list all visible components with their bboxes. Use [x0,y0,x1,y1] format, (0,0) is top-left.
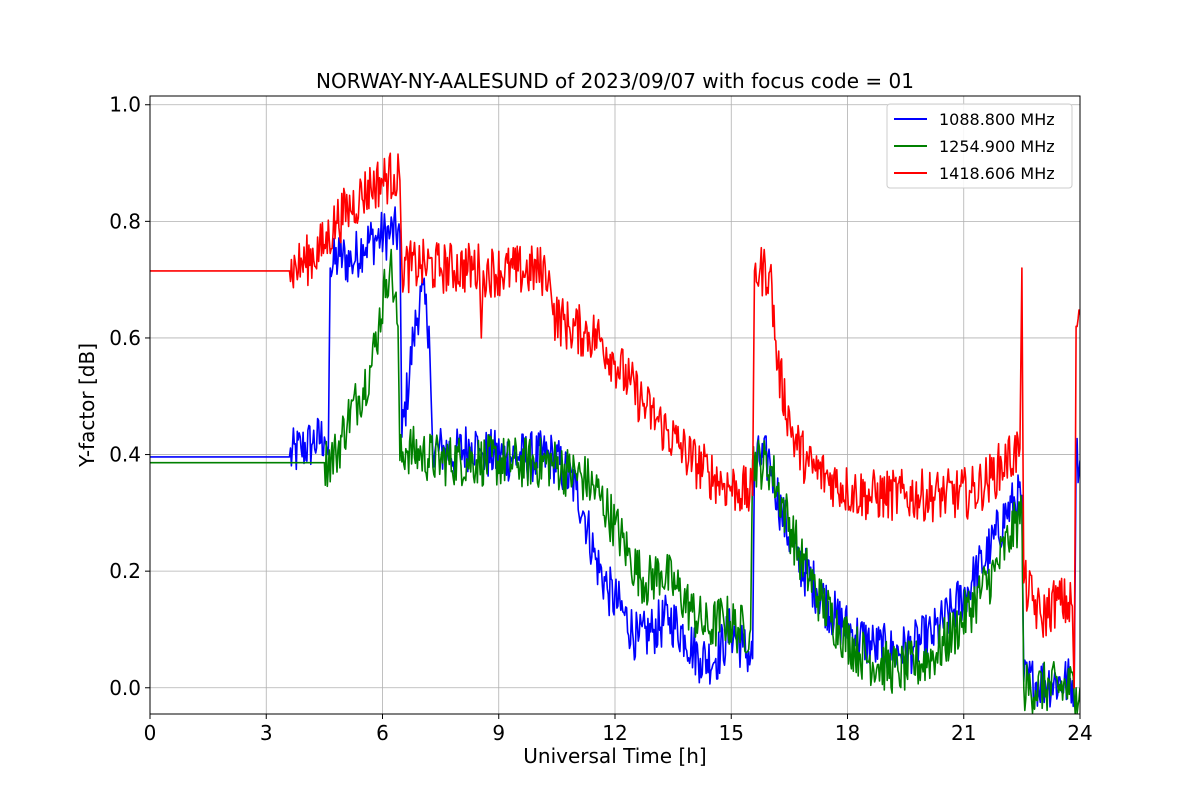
x-axis-label: Universal Time [h] [523,744,706,768]
y-tick-label: 0.4 [109,443,141,467]
x-tick-label: 24 [1067,721,1092,745]
x-tick-label: 3 [260,721,273,745]
legend: 1088.800 MHz 1254.900 MHz 1418.606 MHz [886,103,1073,189]
chart-title: NORWAY-NY-AALESUND of 2023/09/07 with fo… [316,69,914,93]
y-tick-label: 1.0 [109,93,141,117]
x-tick-label: 15 [719,721,744,745]
x-tick-label: 21 [951,721,976,745]
y-tick-label: 0.2 [109,559,141,583]
legend-entry: 1088.800 MHz [939,110,1055,129]
series-line-3 [150,152,1080,689]
x-tick-label: 12 [602,721,627,745]
plot-area [150,152,1080,714]
y-axis: 0.0 0.2 0.4 0.6 0.8 1.0 [109,93,150,700]
y-axis-label: Y-factor [dB] [75,343,99,468]
y-tick-label: 0.0 [109,676,141,700]
x-tick-label: 6 [376,721,389,745]
x-tick-label: 0 [144,721,157,745]
y-tick-label: 0.8 [109,209,141,233]
legend-entry: 1418.606 MHz [939,164,1055,183]
x-tick-label: 18 [835,721,860,745]
legend-entry: 1254.900 MHz [939,137,1055,156]
y-tick-label: 0.6 [109,326,141,350]
x-axis: 0 3 6 9 12 15 18 21 24 [144,714,1093,745]
series-group [150,152,1080,714]
legend-box [886,103,1073,189]
x-tick-label: 9 [492,721,505,745]
series-line-2 [150,248,1080,714]
